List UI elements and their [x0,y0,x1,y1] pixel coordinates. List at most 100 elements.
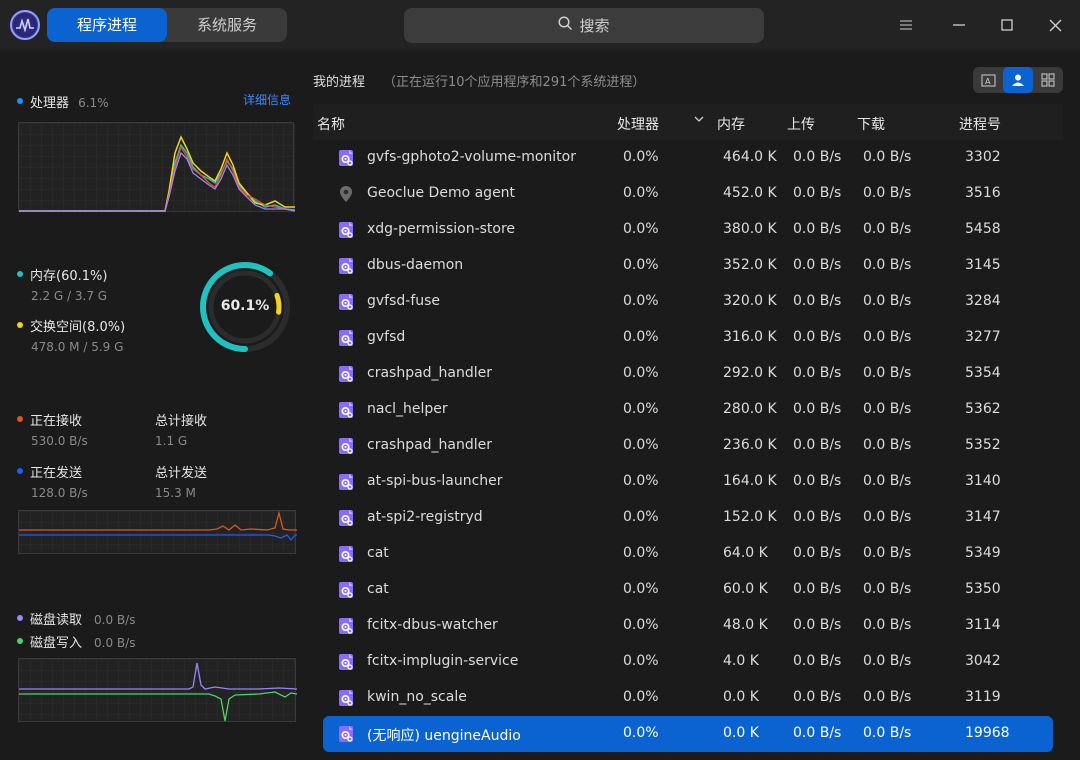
col-pid[interactable]: 进程号 [959,117,1001,133]
process-download: 0.0 B/s [863,509,912,525]
process-memory: 0.0 K [723,725,759,741]
process-name: (无响应) uengineAudio [367,728,521,744]
process-row[interactable]: cat 0.0% 60.0 K 0.0 B/s 0.0 B/s 5350 [323,572,1053,608]
process-row[interactable]: cat 0.0% 64.0 K 0.0 B/s 0.0 B/s 5349 [323,536,1053,572]
process-upload: 0.0 B/s [793,293,842,309]
tab-services[interactable]: 系统服务 [196,16,257,34]
process-cpu: 0.0% [623,221,659,237]
all-view-button[interactable] [1033,67,1063,93]
process-row[interactable]: fcitx-implugin-service 0.0% 4.0 K 0.0 B/s 0.… [323,644,1053,680]
sort-chevron-down-icon[interactable] [693,113,705,129]
process-row[interactable]: crashpad_handler 0.0% 292.0 K 0.0 B/s 0.0 B/… [323,356,1053,392]
process-row[interactable]: fcitx-dbus-watcher 0.0% 48.0 K 0.0 B/s 0.0 B… [323,608,1053,644]
process-memory: 292.0 K [723,365,777,381]
process-name: at-spi-bus-launcher [367,473,503,489]
search-input[interactable]: 搜索 [404,8,764,43]
minimize-icon[interactable] [946,12,972,38]
process-download: 0.0 B/s [863,473,912,489]
process-download: 0.0 B/s [863,149,912,165]
process-cpu: 0.0% [623,725,659,741]
process-cpu: 0.0% [623,401,659,417]
tab-processes[interactable]: 程序进程 [47,8,167,42]
process-pid: 19968 [965,725,1010,741]
process-row[interactable]: gvfsd-fuse 0.0% 320.0 K 0.0 B/s 0.0 B/s 3284 [323,284,1053,320]
process-row[interactable]: crashpad_handler 0.0% 236.0 K 0.0 B/s 0.0 B/… [323,428,1053,464]
process-row[interactable]: at-spi2-registryd 0.0% 152.0 K 0.0 B/s 0.0 B… [323,500,1053,536]
table-header: 名称 处理器 内存 上传 下载 进程号 [313,104,1063,140]
memory-label: 内存(60.1%) [30,269,108,284]
svg-text:A: A [985,77,991,86]
process-memory: 464.0 K [723,149,777,165]
gear-icon [337,257,355,275]
view-tabs: 程序进程 系统服务 [47,8,287,42]
app-view-button[interactable]: A [973,67,1003,93]
col-upload[interactable]: 上传 [787,117,815,133]
process-row[interactable]: (无响应) uengineAudio 0.0% 0.0 K 0.0 B/s 0.0 B/… [323,716,1053,752]
col-memory[interactable]: 内存 [717,117,745,133]
process-list: gvfs-gphoto2-volume-monitor 0.0% 464.0 K 0.… [323,140,1053,752]
process-download: 0.0 B/s [863,329,912,345]
process-cpu: 0.0% [623,617,659,633]
app-logo-icon [10,10,40,40]
disk-chart-graph [19,659,298,723]
process-pid: 3114 [965,617,1001,633]
close-icon[interactable] [1042,12,1068,38]
col-name[interactable]: 名称 [317,117,345,133]
menu-icon[interactable] [893,12,919,38]
disk-read-label: 磁盘读取 [30,613,83,628]
process-row[interactable]: gvfs-gphoto2-volume-monitor 0.0% 464.0 K 0.… [323,140,1053,176]
total-send-value: 15.3 M [155,486,196,500]
maximize-icon[interactable] [994,12,1020,38]
process-download: 0.0 B/s [863,617,912,633]
process-pid: 3119 [965,689,1001,705]
col-download[interactable]: 下载 [857,117,885,133]
search-icon [558,16,573,35]
process-row[interactable]: gvfsd 0.0% 316.0 K 0.0 B/s 0.0 B/s 3277 [323,320,1053,356]
process-download: 0.0 B/s [863,257,912,273]
process-row[interactable]: at-spi-bus-launcher 0.0% 164.0 K 0.0 B/s 0.0… [323,464,1053,500]
user-view-button[interactable] [1003,67,1033,93]
disk-summary: 磁盘读取 0.0 B/s 磁盘写入 0.0 B/s [17,609,135,651]
col-cpu[interactable]: 处理器 [617,117,659,133]
process-row[interactable]: dbus-daemon 0.0% 352.0 K 0.0 B/s 0.0 B/s 3145 [323,248,1053,284]
gear-icon [337,509,355,527]
recv-dot [17,415,23,422]
cpu-chart-graph [19,123,296,213]
network-chart [18,510,297,555]
process-row[interactable]: kwin_no_scale 0.0% 0.0 K 0.0 B/s 0.0 B/s 3119 [323,680,1053,716]
process-cpu: 0.0% [623,365,659,381]
memory-ring-graph [200,262,290,352]
process-name: kwin_no_scale [367,689,467,705]
process-cpu: 0.0% [623,257,659,273]
process-cpu: 0.0% [623,149,659,165]
process-pid: 5349 [965,545,1001,561]
process-download: 0.0 B/s [863,689,912,705]
process-name: cat [367,581,389,597]
memory-dot [17,270,23,277]
process-cpu: 0.0% [623,293,659,309]
process-pid: 3042 [965,653,1001,669]
process-row[interactable]: nacl_helper 0.0% 280.0 K 0.0 B/s 0.0 B/s 5362 [323,392,1053,428]
process-memory: 236.0 K [723,437,777,453]
disk-write-label: 磁盘写入 [30,636,83,651]
process-row[interactable]: xdg-permission-store 0.0% 380.0 K 0.0 B/s 0.… [323,212,1053,248]
process-memory: 164.0 K [723,473,777,489]
process-cpu: 0.0% [623,509,659,525]
total-recv-label: 总计接收 [155,414,208,429]
disk-chart [18,658,298,723]
process-panel: 我的进程 （正在运行10个应用程序和291个系统进程） A 名称 处理器 内存 … [305,50,1080,760]
process-memory: 320.0 K [723,293,777,309]
process-pid: 3277 [965,329,1001,345]
gear-icon [337,581,355,599]
process-upload: 0.0 B/s [793,437,842,453]
gear-icon [337,689,355,707]
process-upload: 0.0 B/s [793,689,842,705]
process-pid: 3516 [965,185,1001,201]
gear-icon [337,401,355,419]
disk-write-value: 0.0 B/s [94,636,136,650]
app-window-icon: A [981,74,995,86]
process-pid: 5458 [965,221,1001,237]
process-row[interactable]: Geoclue Demo agent 0.0% 452.0 K 0.0 B/s 0.0 … [323,176,1053,212]
process-upload: 0.0 B/s [793,185,842,201]
cpu-detail-link[interactable]: 详细信息 [243,93,292,107]
